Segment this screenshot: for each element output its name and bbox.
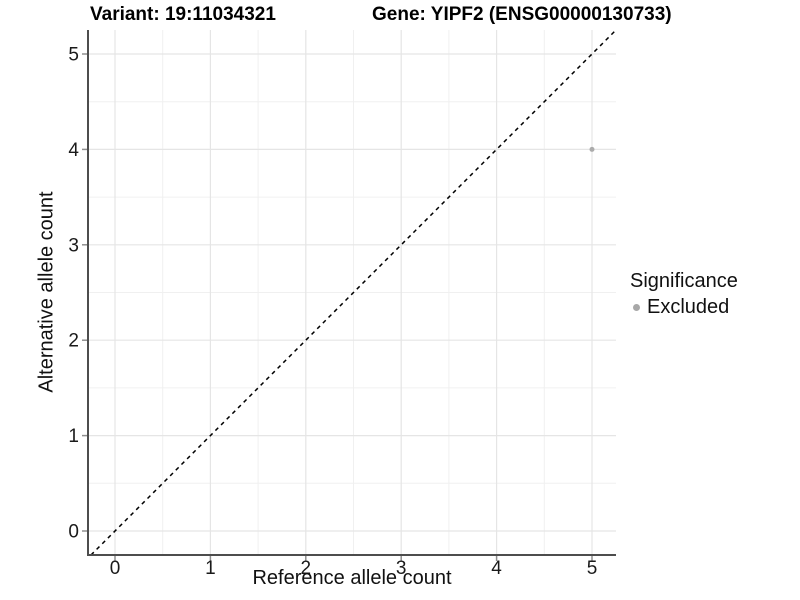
y-tick-label: 1	[68, 426, 79, 447]
legend: Significance Excluded	[630, 269, 738, 319]
x-tick-label: 1	[205, 558, 216, 579]
data-point	[589, 146, 595, 152]
x-tick-label: 2	[301, 558, 312, 579]
x-tick-label: 0	[110, 558, 121, 579]
y-axis-title: Alternative allele count	[35, 191, 58, 393]
gene-title: Gene: YIPF2 (ENSG00000130733)	[372, 4, 672, 25]
y-tick-label: 5	[68, 45, 79, 66]
x-tick-label: 4	[491, 558, 502, 579]
variant-title: Variant: 19:11034321	[90, 4, 276, 25]
y-tick-label: 4	[68, 140, 79, 161]
identity-line	[90, 29, 617, 556]
x-tick-label: 3	[396, 558, 407, 579]
x-tick-label: 5	[587, 558, 598, 579]
legend-item-label: Excluded	[647, 296, 730, 318]
legend-item-excluded: Excluded	[630, 295, 738, 319]
y-tick-label: 2	[68, 331, 79, 352]
excluded-dot-icon	[633, 303, 640, 311]
y-tick-label: 3	[68, 235, 79, 256]
y-tick-label: 0	[68, 522, 79, 543]
x-axis-title: Reference allele count	[252, 567, 452, 589]
legend-title: Significance	[630, 270, 738, 292]
